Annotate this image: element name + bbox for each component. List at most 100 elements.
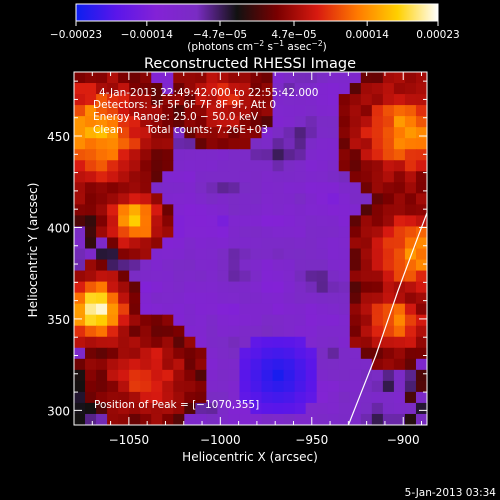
heatmap-cell [393,215,406,228]
heatmap-cell [415,336,427,349]
heatmap-cell [327,72,340,84]
heatmap-cell [239,292,252,305]
heatmap-cell [261,303,274,316]
heatmap-cell [107,72,119,84]
heatmap-cell [338,215,351,228]
heatmap-cell [360,127,373,139]
heatmap-cell [228,149,241,161]
heatmap-cell [316,347,329,360]
heatmap-cell [349,226,362,239]
heatmap-cell [415,391,427,404]
heatmap-cell [415,138,427,150]
heatmap-cell [195,83,207,95]
heatmap-cell [371,116,384,128]
heatmap-cell [195,380,207,393]
heatmap-cell [360,358,373,371]
heatmap-cell [239,149,252,161]
heatmap-cell [85,160,97,172]
heatmap-cell [393,182,406,194]
heatmap-cell [327,204,340,217]
heatmap-cell [129,215,141,228]
heatmap-cell [261,391,274,404]
heatmap-cell [184,402,196,415]
heatmap-cell [129,402,141,415]
heatmap-cell [393,149,406,161]
heatmap-cell [294,105,307,117]
heatmap-cell [151,138,163,150]
heatmap-cell [415,237,427,250]
heatmap-cell [206,193,219,205]
heatmap-cell [327,259,340,272]
heatmap-cell [338,226,351,239]
x-tick-label: −900 [387,433,420,447]
heatmap-cell [393,204,406,217]
heatmap-cell [195,193,207,205]
heatmap-cell [206,171,219,183]
heatmap-cell [96,281,108,294]
heatmap-cell [195,226,207,239]
heatmap-cell [294,358,307,371]
heatmap-cell [316,325,329,338]
heatmap-cell [404,358,417,371]
heatmap-cell [349,380,362,393]
heatmap-cell [371,105,384,117]
heatmap-cell [327,149,340,161]
heatmap-cell [85,248,97,261]
heatmap-cell [305,193,318,205]
heatmap-cell [195,347,207,360]
heatmap-cell [173,149,185,161]
heatmap-cell [415,314,427,327]
heatmap-cell [338,127,351,139]
heatmap-cell [173,116,185,128]
plot-frame [73,71,428,426]
heatmap-cell [228,138,241,150]
heatmap-cell [250,270,263,283]
heatmap-cell [96,336,108,349]
heatmap-cell [327,138,340,150]
heatmap-cell [173,215,185,228]
heatmap-cell [261,237,274,250]
heatmap-cell [129,237,141,250]
heatmap-cell [327,358,340,371]
heatmap-cell [415,347,427,360]
heatmap-cell [294,94,307,106]
heatmap-cell [228,380,241,393]
colorbar-tick-label: 0.00023 [416,29,459,41]
heatmap-cell [74,402,86,415]
heatmap-cell [162,314,174,327]
heatmap-cell [129,204,141,217]
heatmap-cell [118,182,130,194]
heatmap-cell [162,237,174,250]
heatmap-cell [327,281,340,294]
heatmap-cell [85,138,97,150]
heatmap-cell [382,281,395,294]
heatmap-cell [404,237,417,250]
heatmap-cell [129,138,141,150]
heatmap-cell [250,83,263,95]
heatmap-cell [404,127,417,139]
heatmap-cell [129,94,141,106]
heatmap-cell [206,138,219,150]
heatmap-cell [74,116,86,128]
heatmap-cell [393,193,406,205]
heatmap-cell [173,347,185,360]
heatmap-cell [338,171,351,183]
heatmap-cell [404,105,417,117]
heatmap-cell [393,336,406,349]
heatmap-cell [316,226,329,239]
heatmap-cell [261,160,274,172]
heatmap-cell [217,138,230,150]
heatmap-cell [294,314,307,327]
heatmap-cell [96,160,108,172]
heatmap-cell [349,171,362,183]
heatmap-cell [129,292,141,305]
heatmap-cell [195,292,207,305]
heatmap-cell [85,149,97,161]
heatmap-cell [349,94,362,106]
heatmap-cell [206,226,219,239]
heatmap-cell [272,369,285,382]
heatmap-cell [327,402,340,415]
heatmap-cell [140,292,152,305]
heatmap-cell [294,336,307,349]
annotation-counts: Total counts: 7.26E+03 [145,124,268,136]
